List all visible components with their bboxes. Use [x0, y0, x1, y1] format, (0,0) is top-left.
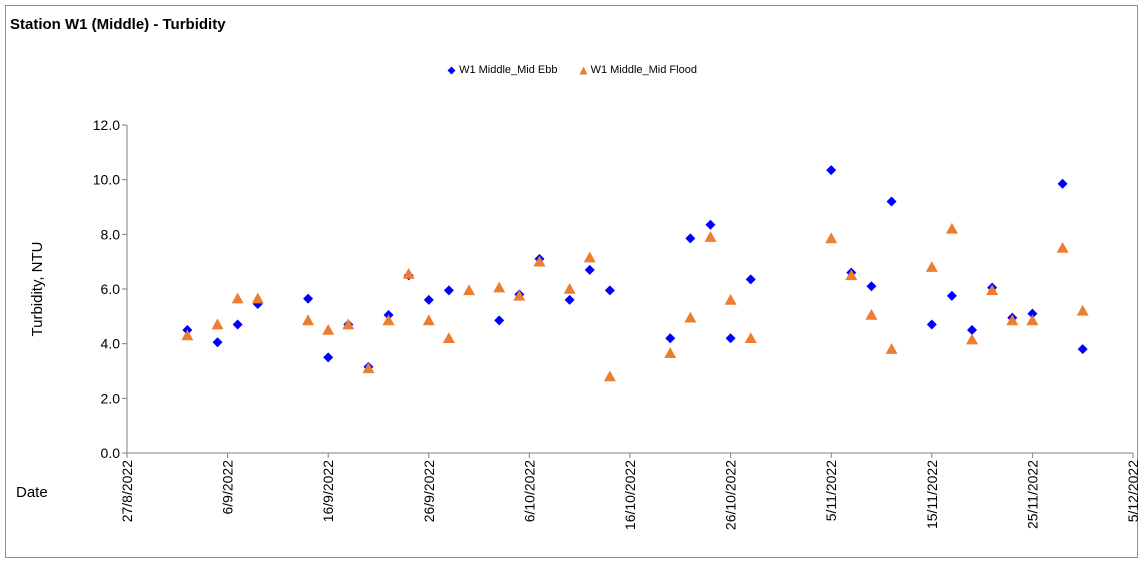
x-tick-label: 5/11/2022 — [823, 460, 839, 521]
x-tick-label: 6/10/2022 — [521, 460, 537, 522]
data-point-flood — [442, 332, 455, 343]
x-tick-label: 26/9/2022 — [421, 460, 437, 522]
data-point-ebb — [423, 294, 434, 305]
diamond-icon — [447, 66, 456, 74]
data-point-flood — [563, 283, 576, 294]
data-point-flood — [1006, 314, 1019, 326]
data-point-ebb — [604, 285, 615, 296]
data-point-ebb — [303, 293, 314, 304]
legend: W1 Middle_Mid Ebb W1 Middle_Mid Flood — [0, 64, 1144, 78]
data-point-ebb — [1027, 308, 1038, 319]
legend-label-flood: W1 Middle_Mid Flood — [590, 64, 697, 76]
data-point-flood — [493, 281, 506, 293]
data-point-ebb — [745, 274, 756, 285]
data-point-flood — [744, 332, 757, 343]
data-point-ebb — [665, 333, 676, 344]
data-point-ebb — [323, 352, 334, 363]
x-tick-label: 16/10/2022 — [622, 460, 638, 530]
x-tick-label: 6/9/2022 — [220, 460, 236, 515]
x-tick-label: 5/12/2022 — [1125, 460, 1141, 522]
data-point-flood — [986, 284, 999, 296]
data-point-flood — [1076, 304, 1089, 316]
triangle-icon — [579, 66, 588, 74]
data-point-flood — [533, 255, 546, 267]
data-point-ebb — [1077, 344, 1088, 355]
data-point-flood — [513, 289, 526, 301]
data-point-flood — [865, 308, 878, 320]
legend-item-ebb: W1 Middle_Mid Ebb — [447, 64, 558, 76]
data-point-flood — [251, 292, 264, 304]
x-tick-label: 16/9/2022 — [320, 460, 336, 522]
data-point-flood — [925, 261, 938, 272]
data-point-ebb — [725, 333, 736, 344]
data-point-flood — [1056, 242, 1069, 253]
x-tick-label: 15/11/2022 — [924, 460, 940, 529]
data-point-flood — [664, 347, 677, 359]
data-point-flood — [342, 318, 355, 330]
data-point-flood — [402, 267, 415, 279]
data-point-flood — [825, 232, 838, 244]
y-tick-label: 4.0 — [101, 336, 121, 352]
x-tick-label: 25/11/2022 — [1024, 460, 1040, 529]
data-point-ebb — [866, 281, 877, 292]
data-point-ebb — [443, 285, 454, 296]
data-point-flood — [945, 222, 958, 234]
data-point-flood — [382, 314, 395, 326]
x-axis-label: Date — [16, 484, 48, 501]
data-point-ebb — [232, 319, 243, 330]
data-point-flood — [885, 343, 898, 354]
data-point-flood — [724, 293, 737, 305]
y-tick-label: 6.0 — [101, 281, 121, 297]
data-point-flood — [583, 251, 596, 263]
y-tick-label: 12.0 — [93, 117, 120, 133]
data-point-flood — [684, 311, 697, 323]
data-point-ebb — [926, 319, 937, 330]
data-point-flood — [603, 370, 616, 382]
x-tick-label: 27/8/2022 — [119, 460, 135, 522]
data-point-ebb — [886, 196, 897, 207]
data-point-flood — [845, 269, 858, 281]
data-point-flood — [966, 333, 979, 345]
data-point-flood — [322, 324, 335, 335]
data-point-flood — [211, 318, 224, 330]
data-point-ebb — [1057, 178, 1068, 189]
data-point-flood — [231, 292, 244, 304]
chart-frame — [5, 5, 1138, 558]
data-point-flood — [1026, 314, 1039, 326]
data-point-ebb — [946, 290, 957, 301]
data-point-flood — [463, 284, 476, 296]
x-tick-label: 26/10/2022 — [723, 460, 739, 530]
legend-item-flood: W1 Middle_Mid Flood — [579, 64, 697, 76]
data-point-ebb — [967, 325, 978, 335]
data-point-flood — [422, 314, 435, 326]
data-point-ebb — [584, 264, 595, 275]
y-axis-label: Turbidity, NTU — [29, 241, 46, 336]
data-point-ebb — [212, 337, 223, 348]
data-point-flood — [362, 362, 375, 374]
data-point-flood — [302, 314, 315, 326]
data-point-flood — [704, 231, 717, 242]
data-point-ebb — [494, 315, 505, 326]
y-tick-label: 10.0 — [93, 172, 120, 188]
y-tick-label: 8.0 — [101, 226, 121, 242]
data-point-ebb — [685, 233, 696, 244]
y-tick-label: 2.0 — [101, 390, 121, 406]
data-point-ebb — [826, 165, 837, 176]
y-tick-label: 0.0 — [101, 445, 121, 461]
data-point-flood — [181, 329, 194, 341]
data-point-ebb — [564, 294, 575, 305]
chart-title: Station W1 (Middle) - Turbidity — [10, 16, 226, 33]
data-point-ebb — [705, 219, 716, 230]
legend-label-ebb: W1 Middle_Mid Ebb — [459, 64, 558, 76]
